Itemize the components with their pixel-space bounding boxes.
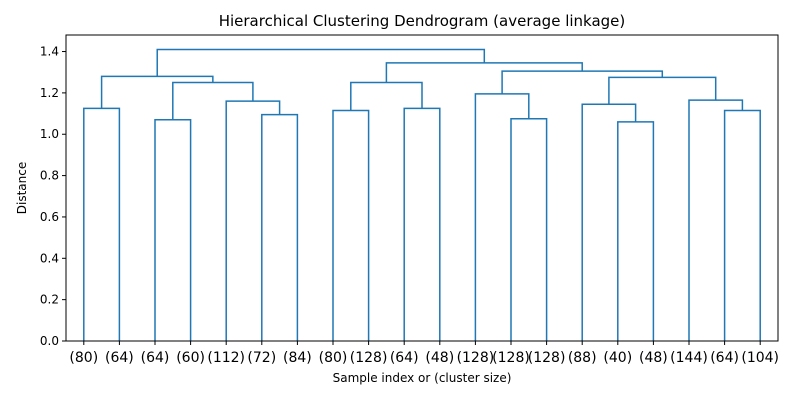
x-tick-label: (84): [283, 350, 312, 366]
dendrogram-link: [83, 107, 121, 341]
y-tick-label: 0.6: [40, 210, 59, 224]
x-tick-label: (72): [247, 350, 276, 366]
dendrogram-link: [688, 99, 744, 341]
x-tick-label: (48): [639, 350, 668, 366]
dendrogram-link: [385, 62, 583, 83]
dendrogram-link: [261, 113, 299, 341]
x-tick-label: (48): [425, 350, 454, 366]
x-axis: (80) (64) (64) (60) (112) (72) (84) (80) (128) (6…: [69, 341, 779, 366]
x-tick-label: (112): [207, 350, 245, 366]
dendrogram-link: [403, 107, 441, 341]
x-tick-label: (80): [69, 350, 98, 366]
x-tick-label: (60): [176, 350, 205, 366]
dendrogram-link: [350, 81, 423, 111]
x-tick-label: (128): [350, 350, 388, 366]
dendrogram-link: [154, 119, 192, 341]
y-tick-label: 0.8: [40, 169, 59, 183]
x-tick-label: (64): [105, 350, 134, 366]
dendrogram-links: [83, 48, 761, 341]
y-tick-label: 0.2: [40, 293, 59, 307]
dendrogram-link: [474, 93, 530, 341]
y-tick-label: 0.0: [40, 334, 59, 348]
y-tick-label: 0.4: [40, 251, 59, 265]
y-tick-label: 1.0: [40, 127, 59, 141]
y-axis: 0.0 0.2 0.4 0.6 0.8 1.0 1.2 1.4: [40, 45, 66, 348]
x-axis-label: Sample index or (cluster size): [333, 371, 512, 385]
dendrogram-link: [225, 100, 281, 341]
dendrogram-link: [617, 121, 655, 341]
y-tick-label: 1.2: [40, 86, 59, 100]
dendrogram-link: [510, 117, 548, 341]
x-tick-label: (128): [457, 350, 495, 366]
dendrogram-link: [501, 70, 664, 94]
x-tick-label: (128): [492, 350, 530, 366]
x-tick-label: (128): [528, 350, 566, 366]
y-tick-label: 1.4: [40, 45, 59, 59]
dendrogram-link: [172, 81, 254, 120]
dendrogram-link: [332, 109, 370, 341]
x-tick-label: (88): [568, 350, 597, 366]
plot-frame: [65, 34, 779, 342]
dendrogram-link: [581, 103, 637, 341]
x-tick-label: (64): [141, 350, 170, 366]
x-tick-label: (144): [670, 350, 708, 366]
chart-title: Hierarchical Clustering Dendrogram (aver…: [219, 12, 626, 30]
x-tick-label: (104): [741, 350, 779, 366]
dendrogram-link: [100, 75, 214, 109]
x-tick-label: (80): [319, 350, 348, 366]
y-axis-label: Distance: [15, 162, 29, 214]
dendrogram-link: [156, 48, 486, 77]
x-tick-label: (64): [390, 350, 419, 366]
dendrogram-link: [723, 109, 761, 341]
x-tick-label: (40): [603, 350, 632, 366]
x-tick-label: (64): [710, 350, 739, 366]
